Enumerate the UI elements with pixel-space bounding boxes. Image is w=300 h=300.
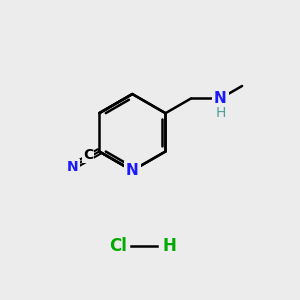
Text: Cl: Cl	[109, 237, 127, 255]
Text: N: N	[214, 91, 227, 106]
Text: N: N	[126, 163, 139, 178]
Text: H: H	[162, 237, 176, 255]
Text: N: N	[67, 160, 78, 174]
Text: H: H	[216, 106, 226, 120]
Text: C: C	[83, 148, 93, 162]
